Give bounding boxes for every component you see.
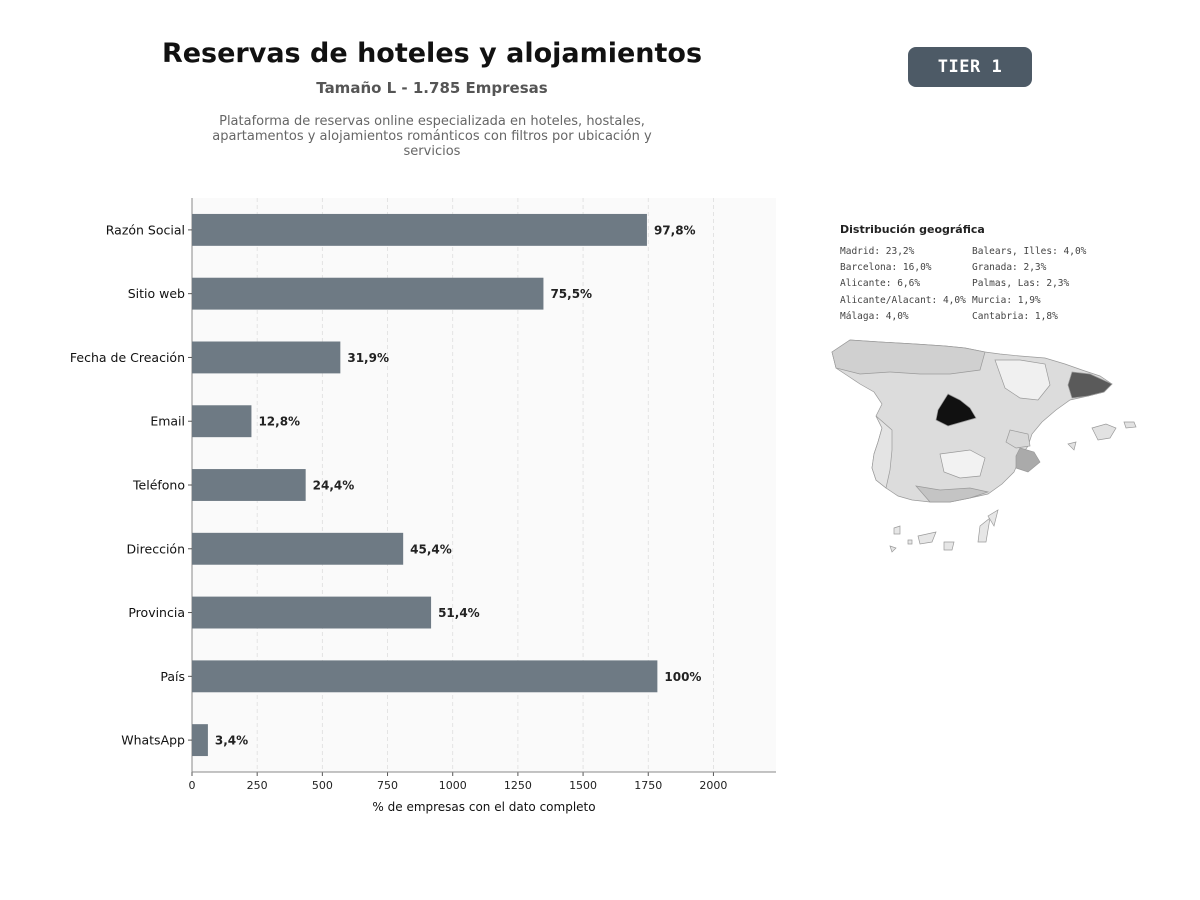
x-tick-label: 1750 xyxy=(634,779,662,792)
x-tick-label: 250 xyxy=(247,779,268,792)
bar xyxy=(192,532,404,565)
bar-value-label: 3,4% xyxy=(215,734,248,748)
geo-item: Balears, Illes: 4,0% xyxy=(972,246,1087,257)
y-tick-label: País xyxy=(160,669,185,684)
bar xyxy=(192,596,432,629)
geo-item: Madrid: 23,2% xyxy=(840,246,915,257)
bar-value-label: 100% xyxy=(664,670,701,684)
bar-value-label: 12,8% xyxy=(258,415,300,429)
y-tick-label: Provincia xyxy=(128,605,185,620)
map-balearic-mallorca xyxy=(1091,423,1117,441)
geo-item: Málaga: 4,0% xyxy=(840,310,909,322)
x-tick-label: 0 xyxy=(189,779,196,792)
geo-item: Cantabria: 1,8% xyxy=(972,310,1058,322)
y-tick-label: Email xyxy=(150,414,185,429)
spain-choropleth-map xyxy=(831,339,1137,553)
y-tick-label: Teléfono xyxy=(132,478,185,493)
map-canary-2 xyxy=(917,531,937,545)
x-tick-label: 1000 xyxy=(439,779,467,792)
bar xyxy=(192,469,306,501)
x-tick-label: 750 xyxy=(377,779,398,792)
x-tick-label: 1250 xyxy=(504,779,532,792)
bar xyxy=(192,213,647,246)
geo-item: Alicante/Alacant: 4,0% xyxy=(840,294,966,306)
map-canary-5 xyxy=(987,509,999,527)
bar xyxy=(192,724,208,757)
geo-item: Palmas, Las: 2,3% xyxy=(972,278,1070,290)
map-region-east-light xyxy=(994,359,1051,401)
page-title: Reservas de hoteles y alojamientos xyxy=(161,38,703,69)
x-tick-label: 2000 xyxy=(699,779,727,792)
map-region-portugal-border xyxy=(871,415,893,489)
bar-value-label: 45,4% xyxy=(410,542,452,556)
bar-value-label: 51,4% xyxy=(438,606,480,620)
x-tick-label: 1500 xyxy=(569,779,597,792)
map-region-valencia xyxy=(1005,429,1031,449)
map-balearic-menorca xyxy=(1123,421,1137,429)
y-tick-label: WhatsApp xyxy=(121,733,185,748)
map-region-madrid xyxy=(935,393,977,427)
bar xyxy=(192,660,658,693)
geo-item: Granada: 2,3% xyxy=(972,262,1047,274)
x-axis-label: % de empresas con el dato completo xyxy=(372,800,595,814)
y-tick-label: Dirección xyxy=(127,541,185,556)
x-tick-label: 500 xyxy=(312,779,333,792)
geo-item: Alicante: 6,6% xyxy=(840,278,921,290)
map-balearic-ibiza xyxy=(1067,441,1077,451)
map-region-center-light xyxy=(939,449,986,479)
page-description: Plataforma de reservas online especializ… xyxy=(212,114,652,159)
map-region-south xyxy=(915,485,990,503)
bar-value-label: 24,4% xyxy=(313,479,355,493)
map-region-catalonia xyxy=(1067,371,1113,399)
map-canary-4 xyxy=(977,517,991,543)
geo-distribution-list: Madrid: 23,2% Balears, Illes: 4,0% Barce… xyxy=(840,246,1120,323)
geo-item: Barcelona: 16,0% xyxy=(840,262,932,274)
bar-value-label: 31,9% xyxy=(347,351,389,365)
y-tick-label: Razón Social xyxy=(106,222,185,237)
bar-value-label: 75,5% xyxy=(550,287,592,301)
tier-badge: TIER 1 xyxy=(908,47,1032,87)
page-subtitle: Tamaño L - 1.785 Empresas xyxy=(316,79,548,97)
y-tick-label: Sitio web xyxy=(128,286,185,301)
completeness-bar-chart: 0 250 500 750 1000 1250 1500 1750 2000 Razón Soci… xyxy=(70,198,776,814)
geo-distribution-title: Distribución geográfica xyxy=(840,223,985,236)
map-canary-3 xyxy=(943,541,955,551)
bar xyxy=(192,277,544,310)
map-region-alicante xyxy=(1015,447,1041,473)
y-tick-label: Fecha de Creación xyxy=(70,350,185,365)
map-canary-1 xyxy=(893,525,901,535)
bar xyxy=(192,405,252,438)
bar xyxy=(192,341,341,374)
map-region-north xyxy=(831,339,986,375)
map-canary-7 xyxy=(889,545,897,553)
geo-item: Murcia: 1,9% xyxy=(972,294,1041,306)
map-canary-6 xyxy=(907,539,913,545)
bar-value-label: 97,8% xyxy=(654,223,696,237)
